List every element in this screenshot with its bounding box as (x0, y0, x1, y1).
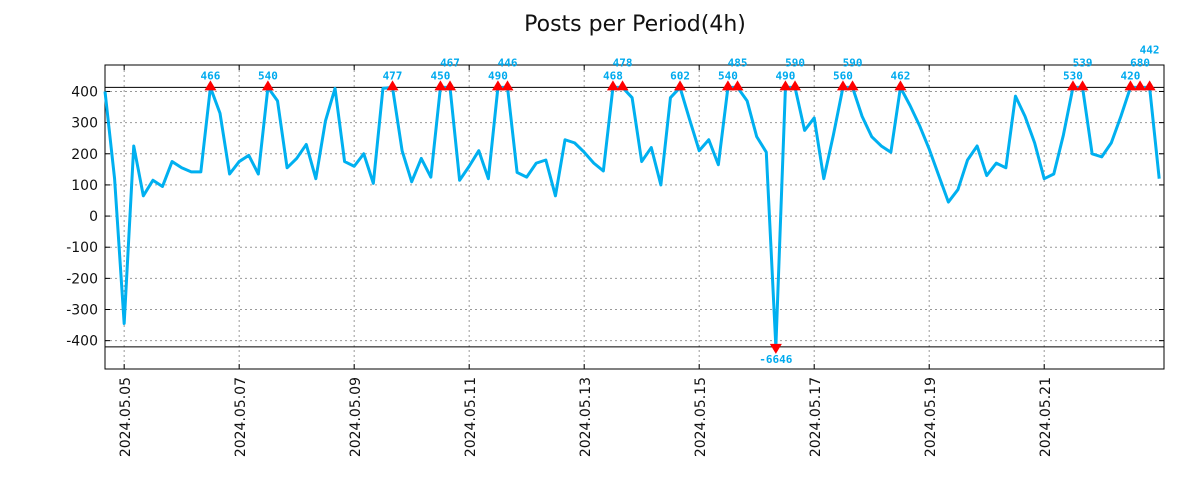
clip-marker-up (1076, 80, 1089, 91)
data-label: 590 (843, 56, 863, 69)
data-label: 462 (891, 69, 911, 82)
y-tick-label: 100 (71, 178, 98, 194)
y-tick-label: 300 (71, 116, 98, 132)
data-label: -6646 (759, 353, 792, 366)
clip-marker-up (606, 80, 619, 91)
y-tick-label: -100 (66, 240, 98, 256)
y-tick-label: 400 (71, 84, 98, 100)
x-tick-label: 2024.05.17 (808, 377, 824, 457)
clip-marker-up (261, 80, 274, 91)
data-label: 485 (728, 56, 748, 69)
data-label: 602 (670, 69, 690, 82)
clip-marker-up (434, 80, 447, 91)
data-label: 468 (603, 69, 623, 82)
y-tick-label: -400 (66, 334, 98, 350)
clip-marker-up (1124, 80, 1137, 91)
data-label: 467 (440, 56, 460, 69)
clip-marker-up (444, 80, 457, 91)
clip-marker-up (386, 80, 399, 91)
data-label: 539 (1073, 56, 1093, 69)
clip-marker-up (721, 80, 734, 91)
y-tick-label: -300 (66, 303, 98, 319)
y-tick-label: -200 (66, 271, 98, 287)
x-tick-label: 2024.05.11 (463, 377, 479, 457)
series-line (103, 85, 1161, 349)
clip-marker-up (779, 80, 792, 91)
clip-marker-up (1066, 80, 1079, 91)
data-label: 446 (498, 56, 518, 69)
data-label: 478 (613, 56, 633, 69)
x-tick-label: 2024.05.19 (923, 377, 939, 457)
data-label: 540 (718, 69, 738, 82)
y-tick-label: 0 (89, 209, 98, 225)
data-label: 477 (383, 69, 403, 82)
clip-marker-up (501, 80, 514, 91)
x-tick-label: 2024.05.07 (233, 377, 249, 457)
data-label: 450 (430, 69, 450, 82)
data-label: 466 (200, 69, 220, 82)
data-label: 590 (785, 56, 805, 69)
x-tick-label: 2024.05.09 (348, 377, 364, 457)
data-label: 560 (833, 69, 853, 82)
clip-marker-up (204, 80, 217, 91)
clip-marker-down (769, 343, 782, 354)
clip-marker-up (846, 80, 859, 91)
clip-marker-up (836, 80, 849, 91)
clip-marker-up (731, 80, 744, 91)
clip-marker-up (1143, 80, 1156, 91)
y-tick-label: 200 (71, 147, 98, 163)
data-label: 530 (1063, 69, 1083, 82)
data-label: 490 (488, 69, 508, 82)
data-label: 490 (776, 69, 796, 82)
data-label: 442 (1140, 43, 1160, 56)
clip-marker-up (674, 80, 687, 91)
clip-marker-up (491, 80, 504, 91)
clip-marker-up (789, 80, 802, 91)
clip-marker-up (894, 80, 907, 91)
chart-title: Posts per Period(4h) (524, 12, 746, 37)
plot-frame (104, 64, 1165, 370)
x-tick-label: 2024.05.13 (578, 377, 594, 457)
clip-marker-up (1134, 80, 1147, 91)
data-label: 540 (258, 69, 278, 82)
x-tick-label: 2024.05.21 (1038, 377, 1054, 457)
x-tick-label: 2024.05.15 (693, 377, 709, 457)
data-label: 680 (1130, 56, 1150, 69)
clip-marker-up (616, 80, 629, 91)
x-tick-label: 2024.05.05 (118, 377, 134, 457)
data-label: 420 (1121, 69, 1141, 82)
